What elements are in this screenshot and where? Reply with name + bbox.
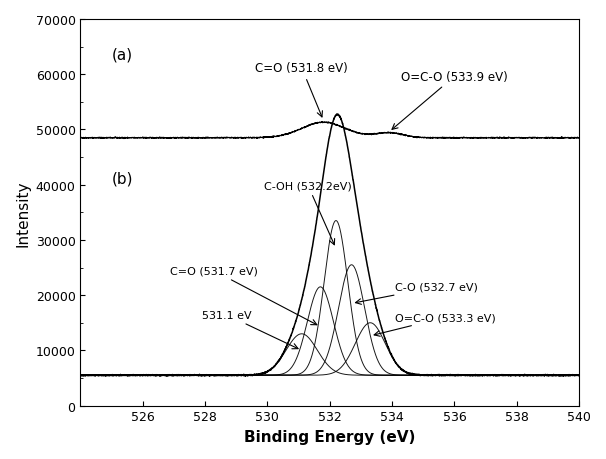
- Text: O=C-O (533.9 eV): O=C-O (533.9 eV): [392, 70, 508, 130]
- Text: (b): (b): [112, 172, 133, 186]
- Text: C-O (532.7 eV): C-O (532.7 eV): [356, 282, 478, 305]
- Text: C=O (531.8 eV): C=O (531.8 eV): [255, 62, 348, 118]
- Text: C=O (531.7 eV): C=O (531.7 eV): [170, 266, 317, 325]
- Text: (a): (a): [112, 48, 133, 62]
- Y-axis label: Intensity: Intensity: [15, 179, 30, 246]
- Text: O=C-O (533.3 eV): O=C-O (533.3 eV): [374, 313, 496, 336]
- Text: C-OH (532.2eV): C-OH (532.2eV): [264, 181, 352, 245]
- X-axis label: Binding Energy (eV): Binding Energy (eV): [244, 429, 416, 444]
- Text: 531.1 eV: 531.1 eV: [202, 310, 298, 349]
